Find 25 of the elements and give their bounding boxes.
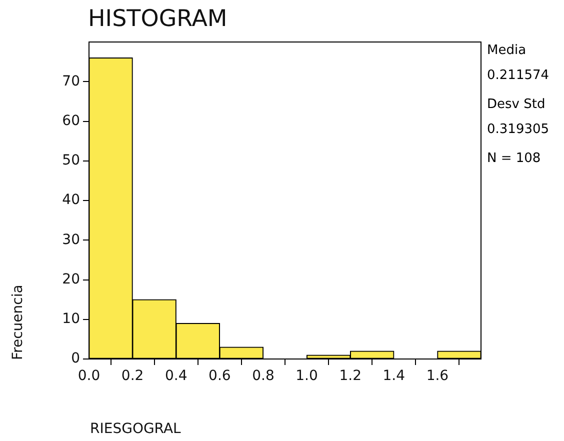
x-tick-label: 1.6 (426, 368, 449, 384)
x-tick-label: 0.4 (164, 368, 188, 384)
y-tick-label: 60 (62, 112, 80, 129)
x-tick-label: 1.0 (296, 368, 318, 384)
y-tick-label: 20 (62, 271, 80, 288)
y-tick-label: 10 (62, 311, 80, 328)
y-axis-title: Frecuencia (10, 284, 26, 360)
x-axis-title: RIESGOGRAL (90, 421, 181, 437)
text: N = 108 (487, 150, 542, 168)
y-tick-label: 40 (62, 192, 80, 208)
text: 0.211574 (487, 67, 550, 85)
text: 0.319305 (487, 121, 550, 139)
y-tick-label: 50 (62, 152, 80, 169)
text: Desv Std (487, 96, 546, 114)
text: Media (487, 42, 528, 60)
x-tick-label: 0.2 (121, 368, 144, 384)
x-tick-label: 0.6 (208, 368, 231, 384)
x-tick-label: 1.4 (382, 368, 406, 384)
chart-title: HISTOGRAM (88, 6, 228, 32)
x-tick-label: 0.8 (252, 368, 274, 384)
y-tick-label: 0 (71, 350, 80, 367)
x-tick-label: 1.2 (339, 368, 362, 384)
y-tick-label: 30 (62, 232, 80, 248)
y-tick-label: 70 (62, 73, 80, 90)
x-tick-label: 0.0 (78, 368, 100, 384)
